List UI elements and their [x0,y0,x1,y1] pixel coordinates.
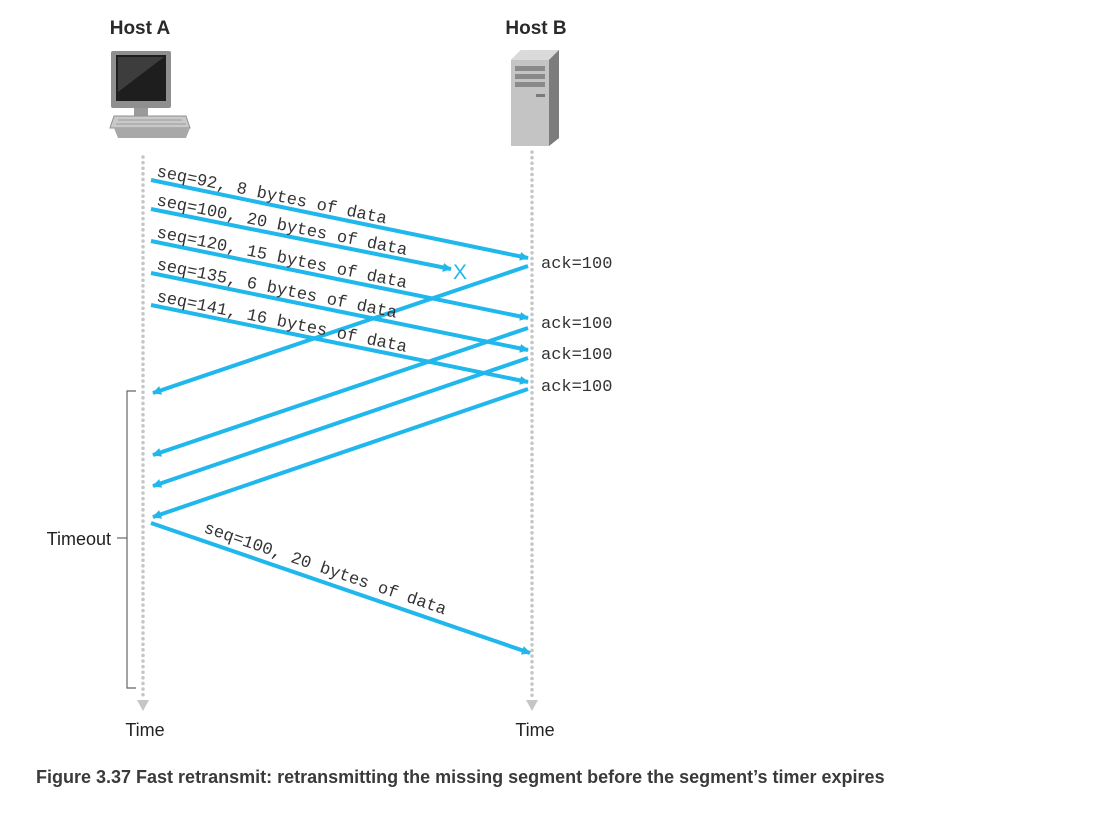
segment-arrow-seq100 [150,207,452,272]
ack-arrow-3 [152,356,529,488]
server-tower-icon [511,50,559,146]
ack-label-3: ack=100 [541,346,612,365]
ack-arrow-1 [152,264,529,395]
host-b-time-label: Time [515,720,554,740]
figure-caption: Figure 3.37 Fast retransmit: retransmitt… [36,767,885,787]
segment-arrow-seq120 [150,239,529,321]
ack-label-4: ack=100 [541,378,612,397]
host-a-timeline [137,155,149,711]
timeout-label: Timeout [47,529,111,549]
ack-label-1: ack=100 [541,255,612,274]
ack-label-2: ack=100 [541,315,612,334]
host-a-label: Host A [110,18,171,39]
host-b-label: Host B [505,18,566,39]
segment-arrow-seq135 [150,271,529,353]
retransmit-label: seq=100, 20 bytes of data [201,520,448,621]
ack-arrow-2 [152,326,529,457]
ack-arrow-4 [152,387,529,519]
host-a-time-label: Time [125,720,164,740]
lost-segment-marker: X [453,261,467,284]
segment-arrow-seq141 [150,303,529,385]
timeout-bracket [117,390,136,689]
segment-arrow-seq92 [150,178,529,261]
host-b-timeline [526,150,538,711]
desktop-computer-icon [109,51,191,138]
retransmit-arrow [150,521,531,655]
